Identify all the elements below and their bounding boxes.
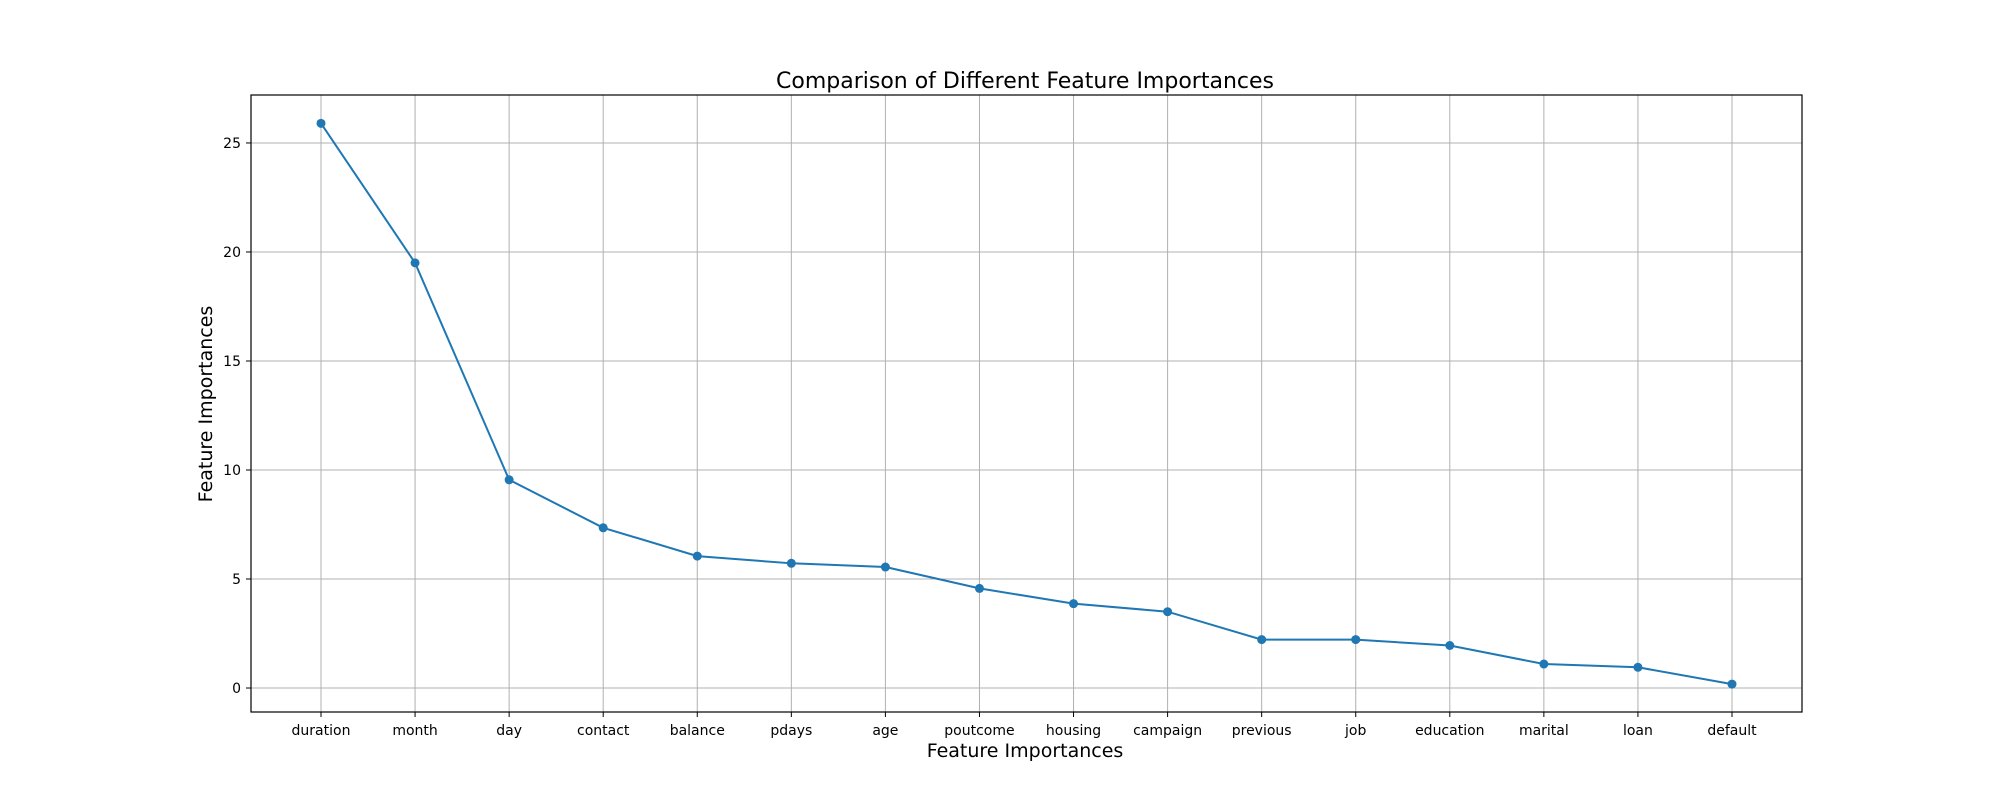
data-point-age xyxy=(880,562,890,572)
x-tick-label: contact xyxy=(577,723,630,739)
data-point-default xyxy=(1727,679,1737,689)
data-point-poutcome xyxy=(974,583,984,593)
data-point-contact xyxy=(598,523,608,533)
chart-title: Comparison of Different Feature Importan… xyxy=(776,69,1274,94)
x-tick-label: housing xyxy=(1046,723,1101,739)
x-axis-ticks: duration month day contact balance pdays age po… xyxy=(292,712,1757,739)
x-tick-label: education xyxy=(1415,723,1484,739)
data-point-marital xyxy=(1539,659,1549,669)
data-point-housing xyxy=(1069,599,1079,609)
data-point-pdays xyxy=(786,558,796,568)
x-tick-label: balance xyxy=(670,723,725,739)
data-point-duration xyxy=(316,118,326,128)
series-line-layer xyxy=(320,122,1733,686)
data-point-balance xyxy=(692,551,702,561)
grid xyxy=(251,95,1802,712)
data-point-loan xyxy=(1633,662,1643,672)
x-axis-title: Feature Importances xyxy=(927,740,1124,762)
data-point-job xyxy=(1351,635,1361,645)
data-point-month xyxy=(410,258,420,268)
x-tick-label: marital xyxy=(1519,723,1569,739)
data-points xyxy=(316,118,1737,689)
x-tick-label: poutcome xyxy=(944,723,1014,739)
x-tick-label: job xyxy=(1344,723,1366,739)
x-tick-label: duration xyxy=(292,723,351,739)
y-tick-label: 25 xyxy=(223,136,241,152)
y-axis-title: Feature Importances xyxy=(195,306,217,503)
x-tick-label: default xyxy=(1707,723,1757,739)
data-point-day xyxy=(504,475,514,485)
x-tick-label: pdays xyxy=(770,723,812,739)
x-tick-label: month xyxy=(392,723,437,739)
data-point-campaign xyxy=(1163,607,1173,617)
y-tick-label: 5 xyxy=(232,572,241,588)
x-tick-label: previous xyxy=(1232,723,1292,739)
x-tick-label: age xyxy=(872,723,898,739)
series-line xyxy=(320,122,1733,686)
plot-area-frame xyxy=(250,94,1803,713)
y-axis-ticks: 0 5 10 15 20 25 xyxy=(223,136,251,697)
y-tick-label: 15 xyxy=(223,354,241,370)
x-tick-label: loan xyxy=(1623,723,1653,739)
x-tick-label: campaign xyxy=(1133,723,1202,739)
y-tick-label: 20 xyxy=(223,245,241,261)
x-tick-label: day xyxy=(496,723,522,739)
data-point-previous xyxy=(1257,635,1267,645)
data-point-education xyxy=(1445,641,1455,651)
y-tick-label: 0 xyxy=(232,681,241,697)
y-tick-label: 10 xyxy=(223,463,241,479)
